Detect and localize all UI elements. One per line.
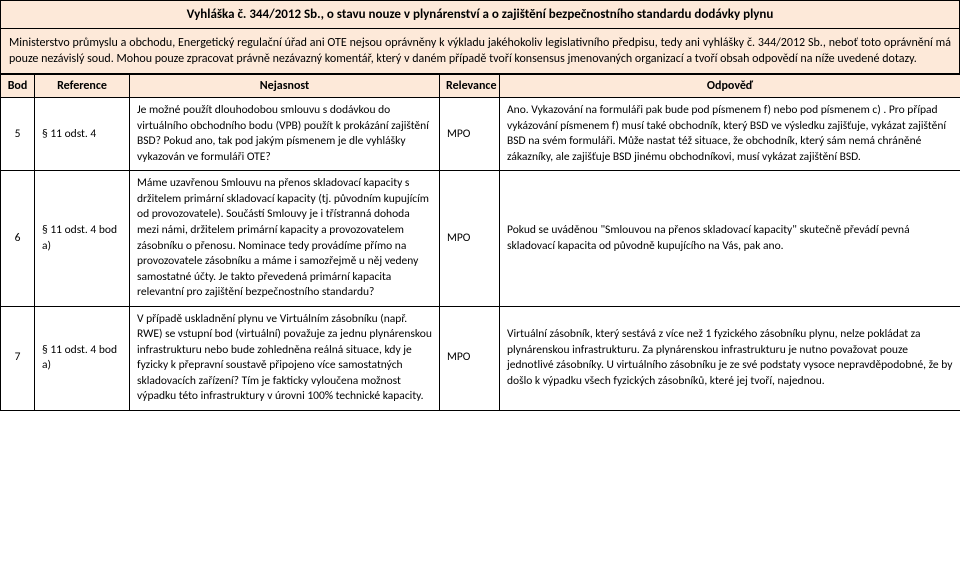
header-odpoved: Odpověď (500, 75, 960, 98)
title-box: Vyhláška č. 344/2012 Sb., o stavu nouze … (0, 0, 960, 29)
document-container: Vyhláška č. 344/2012 Sb., o stavu nouze … (0, 0, 960, 411)
cell-relevance: MPO (440, 171, 500, 306)
cell-odpoved: Virtuální zásobník, který sestává z více… (500, 306, 960, 410)
cell-odpoved: Pokud se uváděnou "Smlouvou na přenos sk… (500, 171, 960, 306)
document-title: Vyhláška č. 344/2012 Sb., o stavu nouze … (187, 7, 774, 22)
table-row: 7 § 11 odst. 4 bod a) V případě uskladně… (1, 306, 960, 410)
document-description: Ministerstvo průmyslu a obchodu, Energet… (9, 36, 951, 66)
header-relevance: Relevance (440, 75, 500, 98)
cell-bod: 6 (1, 171, 35, 306)
cell-relevance: MPO (440, 98, 500, 171)
cell-nejasnost: Je možné použít dlouhodobou smlouvu s do… (130, 98, 440, 171)
cell-bod: 5 (1, 98, 35, 171)
header-row: Bod Reference Nejasnost Relevance Odpově… (1, 75, 960, 98)
main-table: Bod Reference Nejasnost Relevance Odpově… (0, 74, 960, 410)
cell-reference: § 11 odst. 4 bod a) (35, 171, 130, 306)
table-row: 6 § 11 odst. 4 bod a) Máme uzavřenou Sml… (1, 171, 960, 306)
cell-nejasnost: V případě uskladnění plynu ve Virtuálním… (130, 306, 440, 410)
cell-odpoved: Ano. Vykazování na formuláři pak bude po… (500, 98, 960, 171)
header-nejasnost: Nejasnost (130, 75, 440, 98)
cell-reference: § 11 odst. 4 (35, 98, 130, 171)
cell-bod: 7 (1, 306, 35, 410)
header-reference: Reference (35, 75, 130, 98)
description-box: Ministerstvo průmyslu a obchodu, Energet… (0, 29, 960, 74)
cell-relevance: MPO (440, 306, 500, 410)
header-bod: Bod (1, 75, 35, 98)
table-row: 5 § 11 odst. 4 Je možné použít dlouhodob… (1, 98, 960, 171)
cell-reference: § 11 odst. 4 bod a) (35, 306, 130, 410)
cell-nejasnost: Máme uzavřenou Smlouvu na přenos skladov… (130, 171, 440, 306)
